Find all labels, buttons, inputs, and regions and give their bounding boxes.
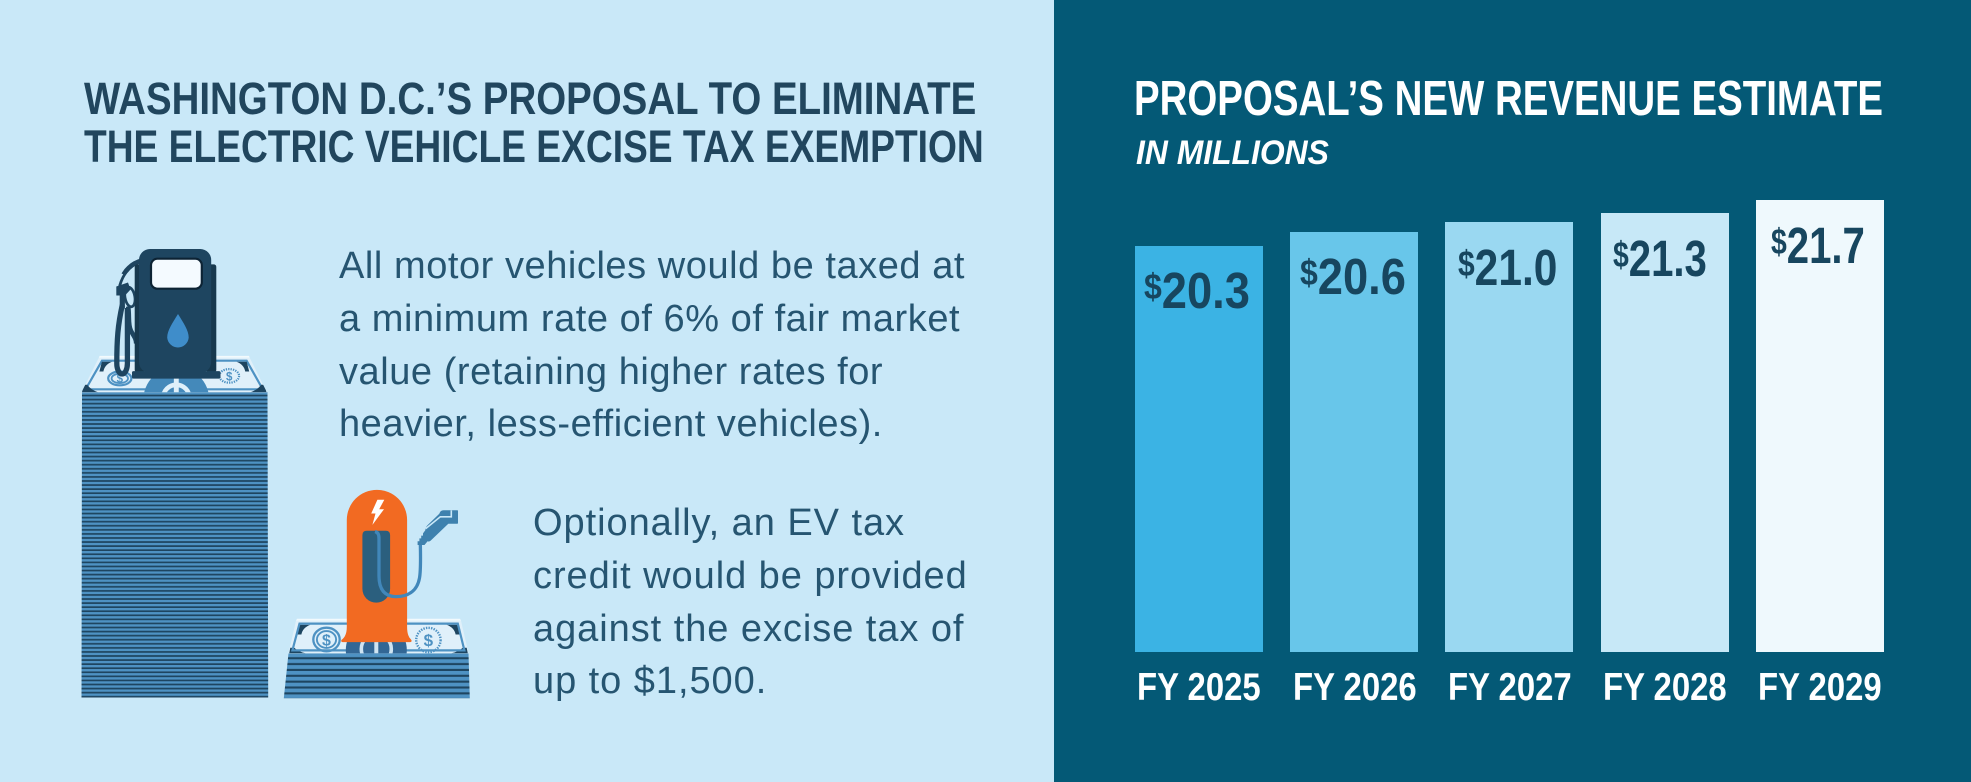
svg-text:$: $ bbox=[322, 632, 331, 649]
svg-text:$: $ bbox=[117, 374, 124, 386]
svg-text:$: $ bbox=[424, 631, 434, 650]
svg-text:$: $ bbox=[226, 371, 233, 383]
